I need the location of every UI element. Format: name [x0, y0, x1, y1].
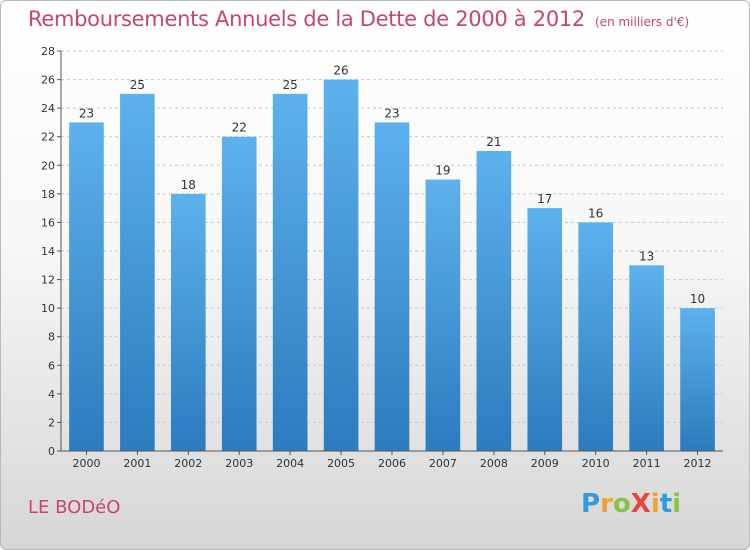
y-tick-label: 14	[41, 245, 55, 258]
x-tick-label: 2000	[72, 457, 100, 470]
bar	[69, 122, 104, 451]
labels: 0246810121416182022242628232000252001182…	[41, 45, 712, 470]
x-tick-label: 2005	[327, 457, 355, 470]
y-tick-label: 10	[41, 302, 55, 315]
logo-letter: t	[659, 489, 673, 519]
bar-value-label: 26	[333, 64, 348, 78]
y-tick-label: 18	[41, 188, 55, 201]
bar	[272, 93, 308, 451]
bar	[527, 208, 563, 451]
y-tick-label: 12	[41, 274, 55, 287]
logo-letter: o	[612, 489, 631, 519]
bar	[680, 308, 715, 451]
logo-letter: P	[581, 489, 601, 519]
bar	[374, 122, 410, 451]
bar	[629, 265, 664, 451]
x-tick-label: 2002	[174, 457, 202, 470]
logo-letter: i	[672, 489, 682, 519]
x-tick-label: 2009	[531, 457, 559, 470]
bar-value-label: 23	[79, 106, 94, 120]
bar-value-label: 10	[690, 292, 705, 306]
bar-value-label: 21	[486, 135, 501, 149]
chart-title-text: Remboursements Annuels de la Dette de 20…	[28, 7, 585, 31]
bar-value-label: 25	[130, 78, 145, 92]
logo-letter: X	[630, 489, 651, 519]
y-tick-label: 26	[41, 74, 55, 87]
place-name: LE BODéO	[28, 497, 121, 518]
x-tick-label: 2010	[582, 457, 610, 470]
logo-letter: i	[650, 489, 660, 519]
bars	[69, 79, 715, 452]
y-tick-label: 24	[41, 102, 55, 115]
bar	[170, 193, 206, 451]
bar-value-label: 25	[283, 78, 298, 92]
x-tick-label: 2011	[633, 457, 661, 470]
chart-title: Remboursements Annuels de la Dette de 20…	[28, 7, 689, 31]
x-tick-label: 2006	[378, 457, 406, 470]
y-tick-label: 4	[48, 388, 55, 401]
bar	[476, 151, 512, 451]
bar	[221, 136, 257, 451]
bar-value-label: 13	[639, 249, 654, 263]
x-tick-label: 2007	[429, 457, 457, 470]
bar	[120, 93, 155, 451]
y-tick-label: 16	[41, 216, 55, 229]
x-tick-label: 2012	[684, 457, 712, 470]
bar	[425, 179, 461, 452]
x-tick-label: 2008	[480, 457, 508, 470]
y-tick-label: 22	[41, 131, 55, 144]
bar-value-label: 17	[537, 192, 552, 206]
bar-value-label: 22	[232, 121, 247, 135]
y-tick-label: 20	[41, 159, 55, 172]
chart-unit: (en milliers d'€)	[595, 15, 690, 29]
bar-value-label: 16	[588, 206, 603, 220]
bar-value-label: 23	[384, 106, 399, 120]
bar-value-label: 18	[181, 178, 196, 192]
bar-value-label: 19	[435, 164, 450, 178]
y-tick-label: 28	[41, 45, 55, 58]
bar	[578, 222, 614, 451]
logo-letter: r	[600, 489, 613, 519]
bar	[323, 79, 359, 452]
y-tick-label: 0	[48, 445, 55, 458]
axes	[57, 50, 723, 455]
x-tick-label: 2001	[123, 457, 151, 470]
x-tick-label: 2003	[225, 457, 253, 470]
proxiti-logo: ProXiti	[581, 489, 681, 519]
x-tick-label: 2004	[276, 457, 304, 470]
y-tick-label: 2	[48, 416, 55, 429]
y-tick-label: 8	[48, 331, 55, 344]
y-tick-label: 6	[48, 359, 55, 372]
